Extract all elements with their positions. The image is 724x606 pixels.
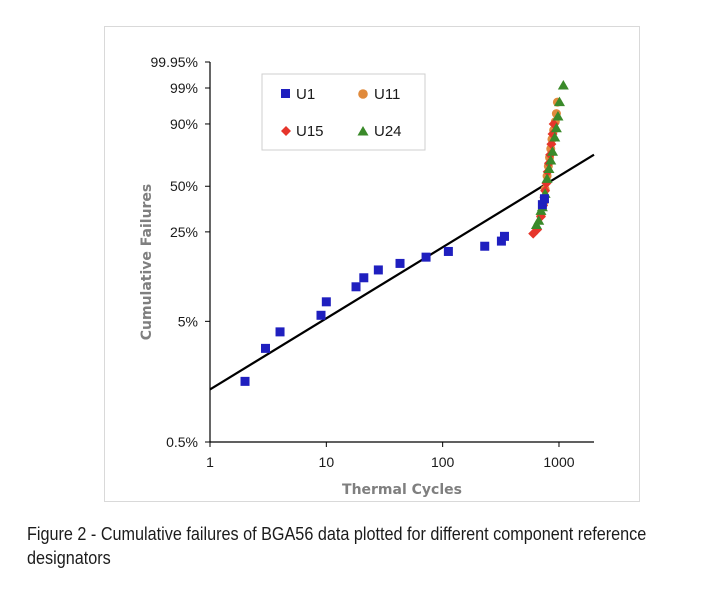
legend-label-u15: U15 (296, 123, 324, 140)
data-points-layer (240, 80, 569, 386)
y-tick-label: 99.95% (151, 54, 198, 70)
legend-marker-u1 (281, 89, 290, 98)
data-point-u1 (496, 236, 506, 246)
data-point-u1 (421, 252, 431, 262)
data-point-u1 (321, 297, 331, 307)
fit-line-layer (209, 153, 595, 391)
y-tick-label: 99% (170, 80, 198, 96)
legend-box (261, 73, 426, 151)
data-point-u1 (480, 241, 490, 251)
data-point-u24 (553, 96, 565, 107)
data-point-u1 (537, 200, 547, 210)
data-point-u15 (546, 139, 557, 150)
data-point-u1 (395, 258, 405, 268)
x-tick-label: 100 (431, 454, 455, 470)
y-axis-ticks: 0.5% 5% 25% 50% 90% 99% 99.95% (151, 54, 210, 450)
data-point-u1 (539, 194, 549, 204)
data-point-u24 (552, 110, 564, 121)
legend-label-u11: U11 (374, 86, 400, 103)
data-point-u24 (547, 146, 559, 156)
data-point-u24 (549, 132, 561, 142)
data-point-u1 (261, 343, 271, 353)
y-tick-label: 25% (170, 224, 198, 240)
weibull-fit-line (209, 153, 595, 391)
data-point-u24 (545, 154, 557, 165)
data-point-u24 (543, 163, 555, 173)
data-point-u24 (557, 80, 569, 90)
data-point-u24 (533, 215, 545, 225)
data-point-u15 (548, 118, 559, 129)
data-point-u24 (550, 122, 562, 133)
data-point-u1 (316, 310, 326, 320)
plot-area (209, 62, 594, 443)
data-point-u1 (275, 327, 285, 337)
data-point-u1 (443, 246, 453, 256)
data-point-u1 (351, 282, 361, 292)
x-axis-ticks: 1 10 100 1000 (206, 442, 575, 470)
y-tick-label: 50% (170, 178, 198, 194)
legend-marker-u11 (358, 89, 368, 99)
legend-marker-u15 (281, 126, 291, 136)
weibull-chart: 1 10 100 1000 0.5% 5% 25% 50% 90% 99% 99.95% Ther… (139, 54, 595, 498)
y-tick-label: 90% (170, 116, 198, 132)
data-point-u1 (499, 231, 509, 241)
data-point-u1 (240, 376, 250, 386)
y-tick-label: 5% (178, 313, 198, 329)
y-axis-title: Cumulative Failures (139, 184, 155, 341)
y-tick-label: 0.5% (166, 434, 198, 450)
legend-label-u24: U24 (374, 123, 402, 140)
x-axis-title: Thermal Cycles (342, 482, 462, 498)
x-tick-label: 1000 (543, 454, 574, 470)
data-point-u24 (541, 173, 553, 183)
x-tick-label: 10 (319, 454, 335, 470)
figure-caption: Figure 2 - Cumulative failures of BGA56 … (27, 524, 647, 568)
data-point-u1 (359, 273, 369, 283)
x-tick-label: 1 (206, 454, 214, 470)
data-point-u1 (373, 265, 383, 275)
legend-label-u1: U1 (296, 86, 315, 103)
legend-marker-u24 (357, 126, 369, 136)
legend: U1 U11 U15 U24 (261, 73, 426, 151)
